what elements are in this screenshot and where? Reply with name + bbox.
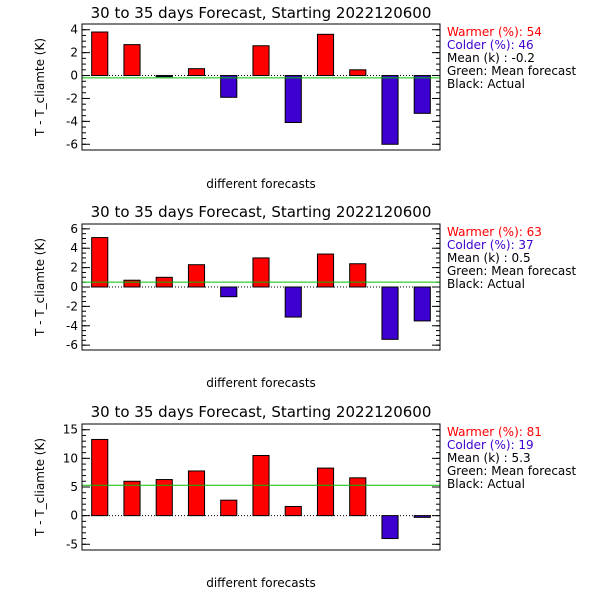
forecast-bar (155, 479, 173, 517)
chart-panel-3: 30 to 35 days Forecast, Starting 2022120… (33, 403, 577, 590)
forecast-bar (284, 75, 302, 124)
y-axis-label: T - T_cliamte (K) (33, 238, 47, 337)
forecast-bar (91, 237, 109, 288)
legend-warmer: Warmer (%): 54 (447, 25, 542, 39)
forecast-bar (252, 45, 270, 77)
forecast-bar (220, 286, 238, 298)
y-tick-label: -5 (66, 537, 78, 551)
y-tick-label: 0 (70, 280, 78, 294)
y-tick-label: 6 (70, 222, 78, 236)
forecast-bar (284, 286, 302, 318)
legend-mean: Mean (k) : -0.2 (447, 51, 535, 65)
forecast-bar (155, 75, 173, 78)
legend-black: Black: Actual (447, 477, 525, 491)
x-axis-label: different forecasts (206, 177, 316, 191)
y-tick-label: 4 (70, 23, 78, 37)
y-tick-label: -2 (66, 91, 78, 105)
legend-mean: Mean (k) : 0.5 (447, 251, 531, 265)
forecast-bar (220, 75, 238, 98)
forecast-bar (381, 515, 399, 540)
y-tick-label: 2 (70, 46, 78, 60)
forecast-bar (381, 75, 399, 145)
forecast-bar (252, 257, 270, 288)
forecast-bar (123, 480, 141, 517)
legend-black: Black: Actual (447, 77, 525, 91)
plot-frame (81, 423, 441, 551)
y-tick-label: 10 (63, 451, 78, 465)
forecast-bar (187, 264, 206, 288)
forecast-bar (316, 33, 335, 77)
y-tick-label: 2 (70, 261, 78, 275)
y-axis-label: T - T_cliamte (K) (33, 38, 47, 137)
legend-green: Green: Mean forecast (447, 264, 577, 278)
legend-green: Green: Mean forecast (447, 64, 577, 78)
forecast-bar (91, 438, 109, 517)
y-tick-label: -6 (66, 137, 78, 151)
x-axis-label: different forecasts (206, 576, 316, 590)
forecast-bar (91, 31, 109, 77)
forecast-bar (381, 286, 399, 340)
forecast-bar (123, 279, 141, 288)
chart-panel-1: 30 to 35 days Forecast, Starting 2022120… (33, 4, 577, 191)
chart-panel-2: 30 to 35 days Forecast, Starting 2022120… (33, 203, 577, 390)
y-tick-label: 0 (70, 69, 78, 83)
y-tick-label: 0 (70, 509, 78, 523)
y-tick-label: -4 (66, 114, 78, 128)
y-tick-label: -2 (66, 299, 78, 313)
forecast-bar (316, 253, 335, 288)
legend-mean: Mean (k) : 5.3 (447, 451, 531, 465)
legend-black: Black: Actual (447, 277, 525, 291)
chart-title: 30 to 35 days Forecast, Starting 2022120… (91, 403, 432, 421)
forecast-bar (349, 477, 367, 517)
forecast-bar (187, 470, 206, 517)
legend-colder: Colder (%): 46 (447, 38, 534, 52)
x-axis-label: different forecasts (206, 376, 316, 390)
forecast-bar (413, 75, 431, 114)
forecast-bar (220, 499, 238, 517)
forecast-bar (349, 69, 367, 77)
chart-title: 30 to 35 days Forecast, Starting 2022120… (91, 203, 432, 221)
y-axis-label: T - T_cliamte (K) (33, 438, 47, 537)
y-tick-label: -4 (66, 319, 78, 333)
forecast-bar (187, 68, 206, 77)
legend-colder: Colder (%): 37 (447, 238, 534, 252)
y-tick-label: 4 (70, 241, 78, 255)
forecast-bar (123, 44, 141, 77)
chart-title: 30 to 35 days Forecast, Starting 2022120… (91, 4, 432, 22)
forecast-bar (284, 505, 302, 517)
legend-warmer: Warmer (%): 81 (447, 425, 542, 439)
y-tick-label: 15 (63, 423, 78, 437)
y-tick-label: -6 (66, 338, 78, 352)
legend-warmer: Warmer (%): 63 (447, 225, 542, 239)
legend-green: Green: Mean forecast (447, 464, 577, 478)
forecast-bar (413, 515, 431, 518)
plot-frame (81, 23, 441, 151)
y-tick-label: 5 (70, 480, 78, 494)
legend-colder: Colder (%): 19 (447, 438, 534, 452)
plot-frame (81, 223, 441, 351)
forecast-bar (316, 467, 335, 517)
forecast-bar (413, 286, 431, 322)
forecast-bar (349, 263, 367, 288)
